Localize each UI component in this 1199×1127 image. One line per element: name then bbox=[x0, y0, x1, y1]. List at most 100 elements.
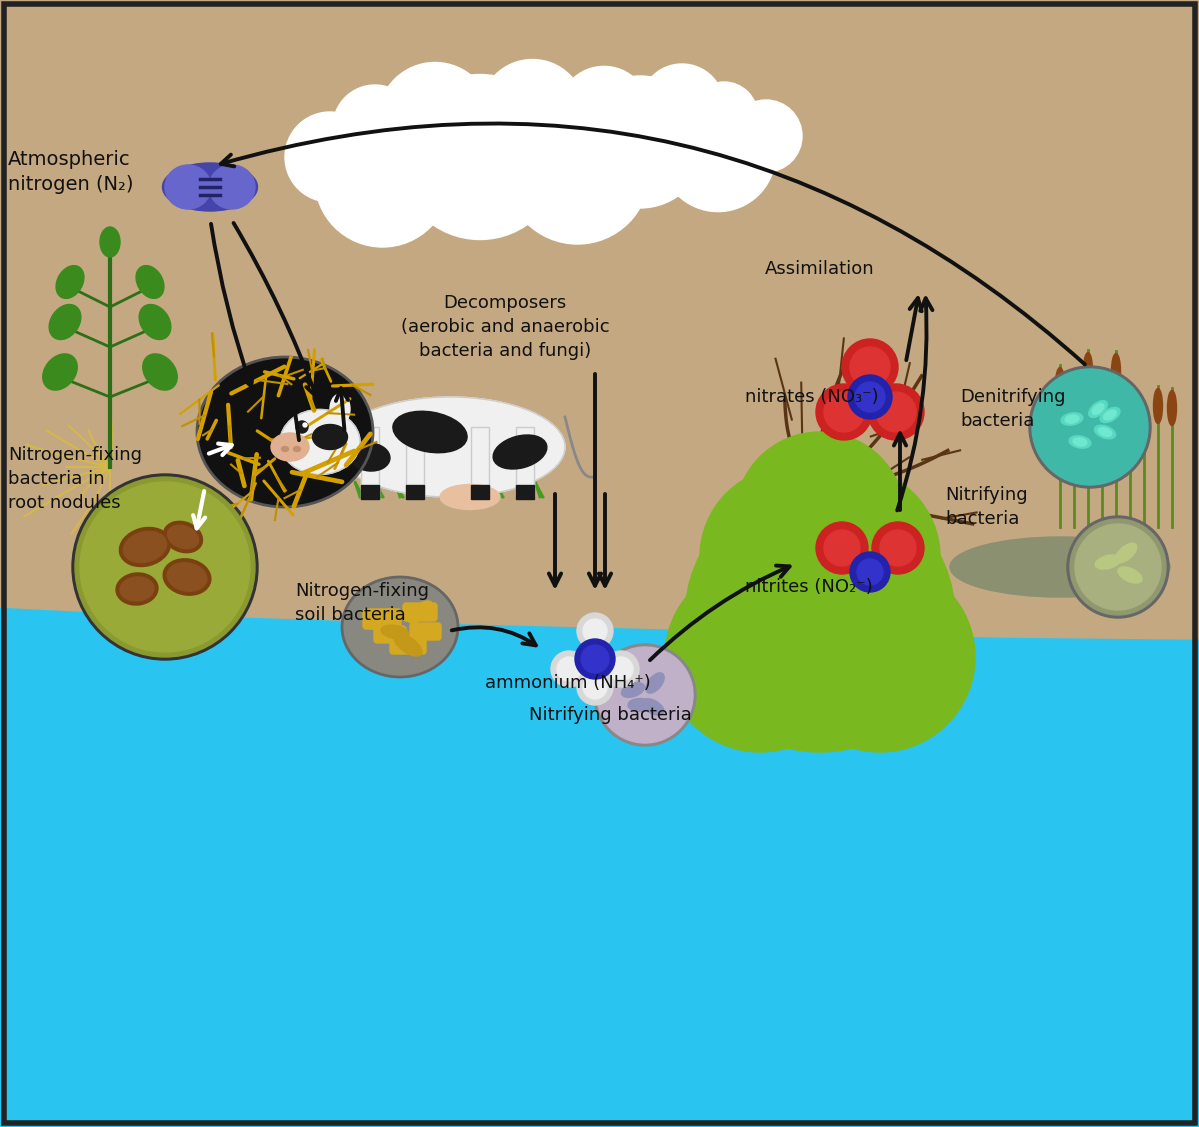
Circle shape bbox=[872, 522, 924, 574]
Ellipse shape bbox=[408, 601, 433, 623]
Polygon shape bbox=[0, 207, 1199, 477]
Text: Nitrifying
bacteria: Nitrifying bacteria bbox=[945, 486, 1028, 527]
Ellipse shape bbox=[1095, 425, 1115, 438]
Bar bbox=[0, 450, 1199, 480]
Circle shape bbox=[559, 66, 650, 158]
Circle shape bbox=[523, 85, 590, 152]
Ellipse shape bbox=[1070, 436, 1091, 449]
Polygon shape bbox=[0, 0, 540, 579]
Bar bbox=[0, 360, 1199, 390]
Ellipse shape bbox=[167, 562, 207, 592]
Ellipse shape bbox=[628, 699, 652, 711]
Circle shape bbox=[1032, 369, 1147, 485]
Polygon shape bbox=[0, 0, 1199, 507]
Ellipse shape bbox=[1103, 410, 1116, 420]
Bar bbox=[0, 90, 1199, 119]
Ellipse shape bbox=[1061, 412, 1083, 425]
Circle shape bbox=[484, 106, 556, 178]
Ellipse shape bbox=[123, 532, 167, 562]
Circle shape bbox=[582, 645, 609, 673]
Bar bbox=[0, 119, 1199, 150]
Ellipse shape bbox=[646, 673, 664, 693]
Bar bbox=[516, 485, 534, 499]
Circle shape bbox=[665, 562, 855, 752]
Ellipse shape bbox=[135, 266, 164, 299]
Bar bbox=[0, 60, 1199, 90]
Circle shape bbox=[700, 467, 880, 647]
Circle shape bbox=[378, 62, 492, 177]
Bar bbox=[0, 0, 1199, 30]
Ellipse shape bbox=[1115, 543, 1137, 562]
Ellipse shape bbox=[335, 397, 565, 497]
Bar bbox=[0, 150, 1199, 180]
Ellipse shape bbox=[1089, 400, 1107, 417]
Ellipse shape bbox=[168, 525, 199, 549]
Circle shape bbox=[760, 467, 940, 647]
Bar bbox=[0, 300, 1199, 330]
Bar bbox=[361, 427, 379, 497]
Ellipse shape bbox=[294, 446, 301, 452]
Ellipse shape bbox=[440, 485, 500, 509]
Circle shape bbox=[333, 85, 417, 169]
Circle shape bbox=[583, 619, 607, 644]
Ellipse shape bbox=[1099, 408, 1120, 423]
Ellipse shape bbox=[1097, 407, 1107, 442]
Bar bbox=[0, 240, 1199, 270]
Circle shape bbox=[880, 530, 916, 566]
Circle shape bbox=[574, 76, 706, 208]
Circle shape bbox=[480, 60, 585, 165]
Circle shape bbox=[661, 97, 776, 212]
Bar bbox=[471, 427, 489, 497]
Ellipse shape bbox=[163, 163, 258, 211]
Ellipse shape bbox=[116, 573, 158, 605]
Bar bbox=[406, 427, 424, 497]
Bar bbox=[0, 180, 1199, 210]
Text: Denitrifying
bacteria: Denitrifying bacteria bbox=[960, 388, 1066, 429]
Ellipse shape bbox=[330, 394, 350, 424]
Circle shape bbox=[80, 482, 251, 653]
Ellipse shape bbox=[342, 577, 458, 677]
Ellipse shape bbox=[209, 165, 255, 208]
Circle shape bbox=[640, 64, 724, 148]
Ellipse shape bbox=[281, 409, 360, 474]
Circle shape bbox=[876, 392, 916, 432]
Ellipse shape bbox=[100, 227, 120, 257]
Circle shape bbox=[817, 384, 872, 440]
FancyBboxPatch shape bbox=[390, 635, 426, 654]
Ellipse shape bbox=[271, 433, 309, 461]
Circle shape bbox=[691, 82, 758, 149]
Ellipse shape bbox=[1098, 427, 1111, 436]
Bar bbox=[471, 427, 489, 497]
Text: Nitrogen-fixing
soil bacteria: Nitrogen-fixing soil bacteria bbox=[295, 583, 429, 624]
Ellipse shape bbox=[621, 683, 645, 698]
Bar bbox=[361, 485, 379, 499]
Circle shape bbox=[1076, 524, 1161, 610]
Circle shape bbox=[850, 552, 890, 592]
Circle shape bbox=[735, 432, 905, 602]
Bar bbox=[0, 390, 1199, 420]
Ellipse shape bbox=[493, 435, 547, 469]
Ellipse shape bbox=[1096, 554, 1121, 569]
Circle shape bbox=[552, 651, 588, 687]
Circle shape bbox=[285, 112, 375, 202]
Circle shape bbox=[594, 644, 695, 746]
Text: Nitrogen-fixing
bacteria in
root nodules: Nitrogen-fixing bacteria in root nodules bbox=[8, 446, 141, 512]
Ellipse shape bbox=[1168, 390, 1176, 426]
Bar bbox=[0, 330, 1199, 360]
Circle shape bbox=[1029, 366, 1151, 488]
Text: nitrites (NO₂⁻): nitrites (NO₂⁻) bbox=[745, 578, 873, 596]
Bar bbox=[516, 427, 534, 497]
Circle shape bbox=[576, 639, 615, 678]
Text: Assimilation: Assimilation bbox=[765, 260, 875, 278]
FancyBboxPatch shape bbox=[374, 625, 406, 644]
Ellipse shape bbox=[950, 536, 1170, 597]
Ellipse shape bbox=[1084, 353, 1092, 388]
Ellipse shape bbox=[366, 609, 398, 629]
Text: Atmospheric
nitrogen (N₂): Atmospheric nitrogen (N₂) bbox=[8, 150, 133, 194]
Text: Nitrifying bacteria: Nitrifying bacteria bbox=[529, 706, 692, 724]
Circle shape bbox=[303, 423, 307, 427]
Ellipse shape bbox=[120, 577, 153, 601]
Bar bbox=[0, 540, 1199, 570]
Bar bbox=[0, 30, 1199, 60]
Circle shape bbox=[558, 657, 582, 681]
